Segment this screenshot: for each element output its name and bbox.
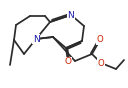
Text: O: O (97, 35, 103, 45)
Text: O: O (65, 57, 72, 67)
Text: O: O (98, 59, 104, 67)
Text: N: N (68, 10, 74, 20)
Text: N: N (33, 34, 39, 43)
